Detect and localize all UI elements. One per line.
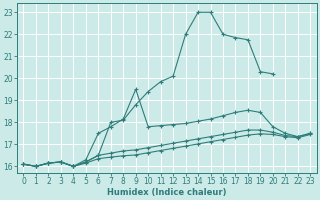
X-axis label: Humidex (Indice chaleur): Humidex (Indice chaleur) bbox=[107, 188, 227, 197]
